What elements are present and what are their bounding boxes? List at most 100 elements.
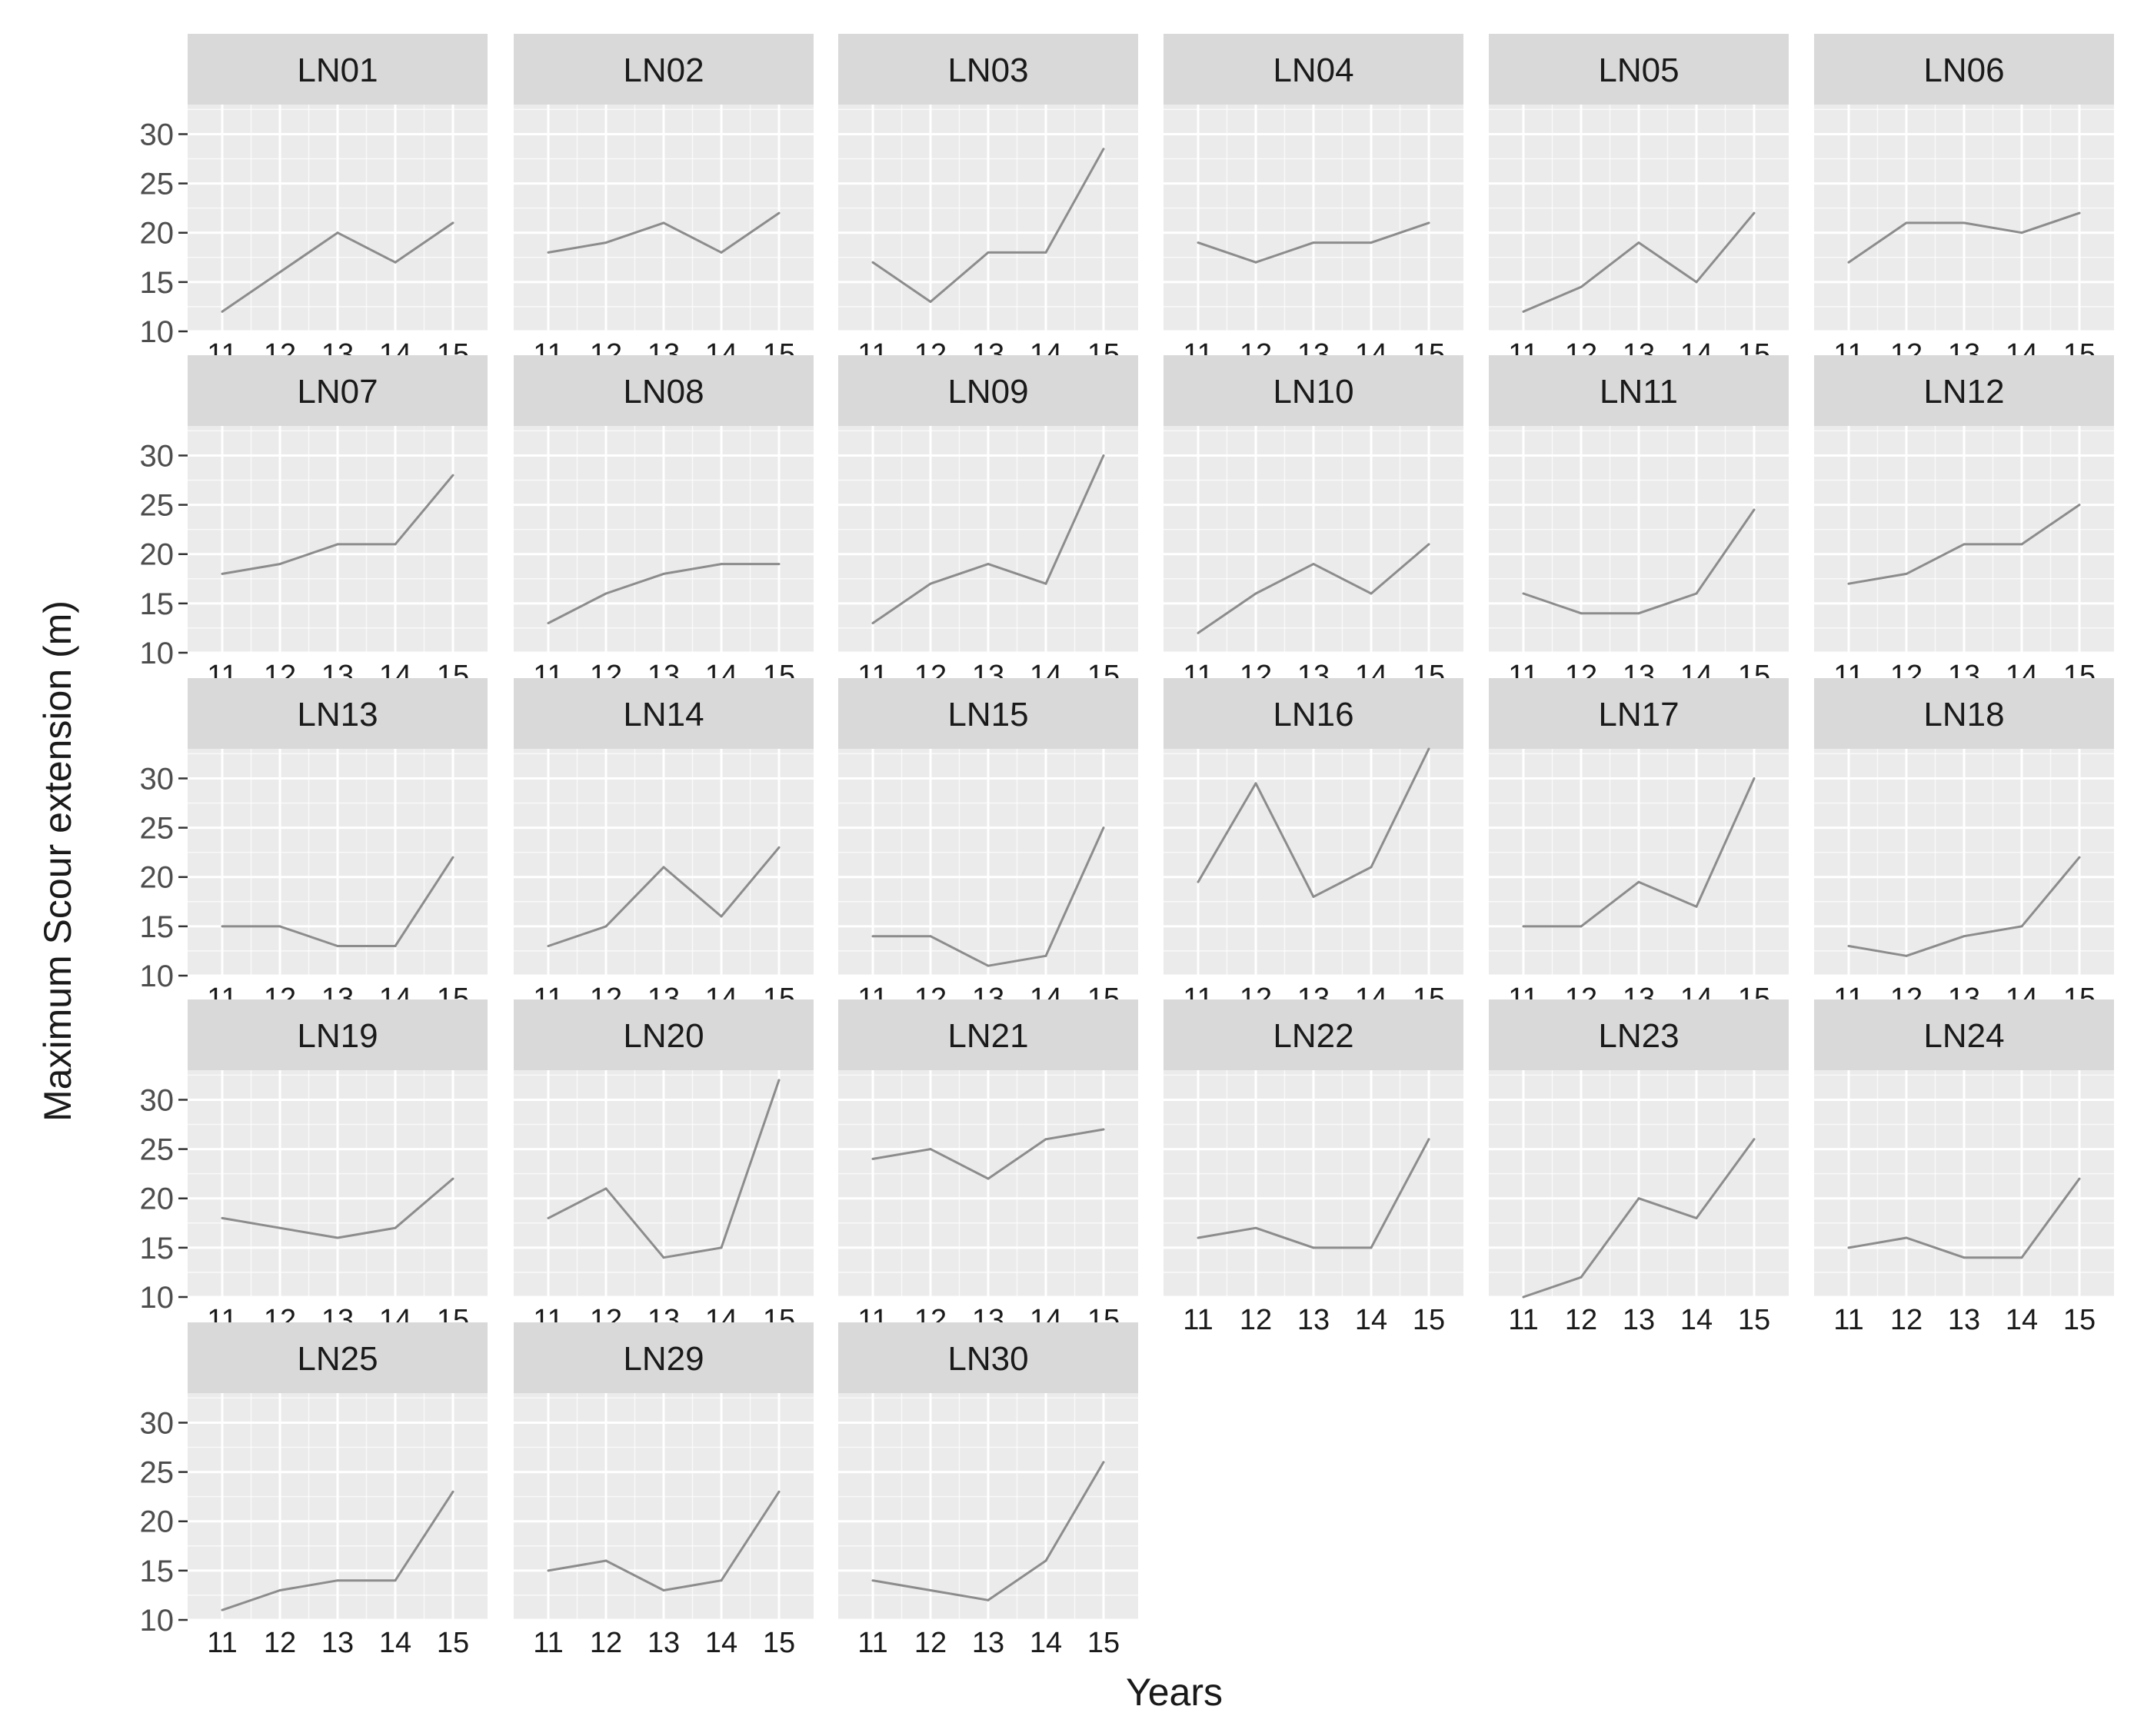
data-point (394, 1226, 397, 1229)
data-point (2020, 1256, 2023, 1259)
facet-strip (1814, 355, 2114, 426)
data-point (1102, 826, 1105, 830)
data-point (1905, 221, 1908, 224)
y-tick-label: 25 (140, 812, 175, 846)
data-point (1905, 1236, 1908, 1239)
data-point (720, 251, 723, 254)
data-point (1254, 261, 1257, 264)
data-point (777, 1079, 781, 1082)
x-tick-label: 13 (1297, 1304, 1330, 1336)
data-point (451, 856, 454, 859)
facet-strip (838, 999, 1138, 1070)
data-point (1102, 1461, 1105, 1464)
data-point (1044, 1138, 1047, 1141)
data-point (1427, 747, 1430, 750)
data-point (1637, 880, 1640, 883)
data-point (987, 1598, 990, 1601)
data-point (451, 474, 454, 477)
y-tick-label: 25 (140, 1456, 175, 1490)
data-point (929, 935, 932, 938)
x-tick-label: 11 (1508, 1304, 1538, 1336)
data-point (1637, 1197, 1640, 1200)
data-point (1847, 945, 1850, 948)
data-point (1753, 777, 1756, 780)
data-point (604, 1187, 608, 1190)
data-point (2020, 543, 2023, 546)
data-point (336, 1236, 339, 1239)
data-point (1753, 1138, 1756, 1141)
data-point (1044, 251, 1047, 254)
data-point (1695, 905, 1698, 908)
facet-strip (514, 355, 814, 426)
facet-panel-ln23: LN23 11 12 13 14 15 (1489, 999, 1789, 1336)
x-tick-label: 15 (437, 1627, 469, 1659)
facet-panel-ln30: LN30 11 12 13 14 15 (838, 1322, 1138, 1659)
x-tick-label: 15 (763, 1627, 795, 1659)
data-point (1197, 1236, 1200, 1239)
data-point (221, 1216, 224, 1219)
facet-strip (1164, 355, 1463, 426)
data-point (2078, 211, 2081, 215)
data-point (871, 1579, 874, 1582)
data-point (1102, 148, 1105, 151)
facet-strip-label: LN13 (297, 696, 378, 733)
data-point (1905, 954, 1908, 957)
data-point (1254, 592, 1257, 595)
x-tick-label: 13 (1623, 1304, 1655, 1336)
data-point (662, 572, 665, 575)
y-tick-label: 15 (140, 1555, 175, 1588)
data-point (604, 925, 608, 928)
data-point (1197, 241, 1200, 244)
y-tick-label: 30 (140, 762, 175, 796)
data-point (929, 1148, 932, 1151)
data-point (777, 563, 781, 566)
facet-strip (1489, 678, 1789, 749)
data-point (777, 846, 781, 849)
facet-strip (188, 355, 488, 426)
facet-strip-label: LN25 (297, 1340, 378, 1378)
facet-strip-label: LN08 (623, 373, 704, 411)
data-point (871, 1157, 874, 1160)
data-point (394, 543, 397, 546)
facet-strip (838, 34, 1138, 105)
data-point (1580, 925, 1583, 928)
x-tick-label: 12 (590, 1627, 622, 1659)
facet-strip (1814, 34, 2114, 105)
y-tick-label: 25 (140, 1133, 175, 1167)
x-tick-label: 13 (321, 1627, 354, 1659)
facet-strip (514, 1322, 814, 1393)
data-point (394, 1579, 397, 1582)
facet-strip-label: LN10 (1273, 373, 1353, 411)
facet-strip-label: LN19 (297, 1017, 378, 1055)
data-point (987, 251, 990, 254)
x-tick-label: 13 (972, 1627, 1004, 1659)
data-point (1254, 1226, 1257, 1229)
data-point (1637, 612, 1640, 615)
data-point (1044, 954, 1047, 957)
x-axis-title: Years (1126, 1671, 1223, 1714)
data-point (1197, 631, 1200, 634)
data-point (278, 271, 281, 274)
data-point (1963, 543, 1966, 546)
y-tick-label: 15 (140, 1232, 175, 1265)
facet-strip (188, 34, 488, 105)
data-point (1847, 261, 1850, 264)
data-point (336, 1579, 339, 1582)
x-tick-label: 12 (264, 1627, 296, 1659)
facet-strip-label: LN11 (1600, 373, 1678, 411)
x-tick-label: 11 (533, 1627, 563, 1659)
data-point (2078, 856, 2081, 859)
data-point (662, 221, 665, 224)
data-point (1963, 935, 1966, 938)
data-point (1044, 582, 1047, 585)
facet-strip (514, 34, 814, 105)
data-point (1695, 1216, 1698, 1219)
